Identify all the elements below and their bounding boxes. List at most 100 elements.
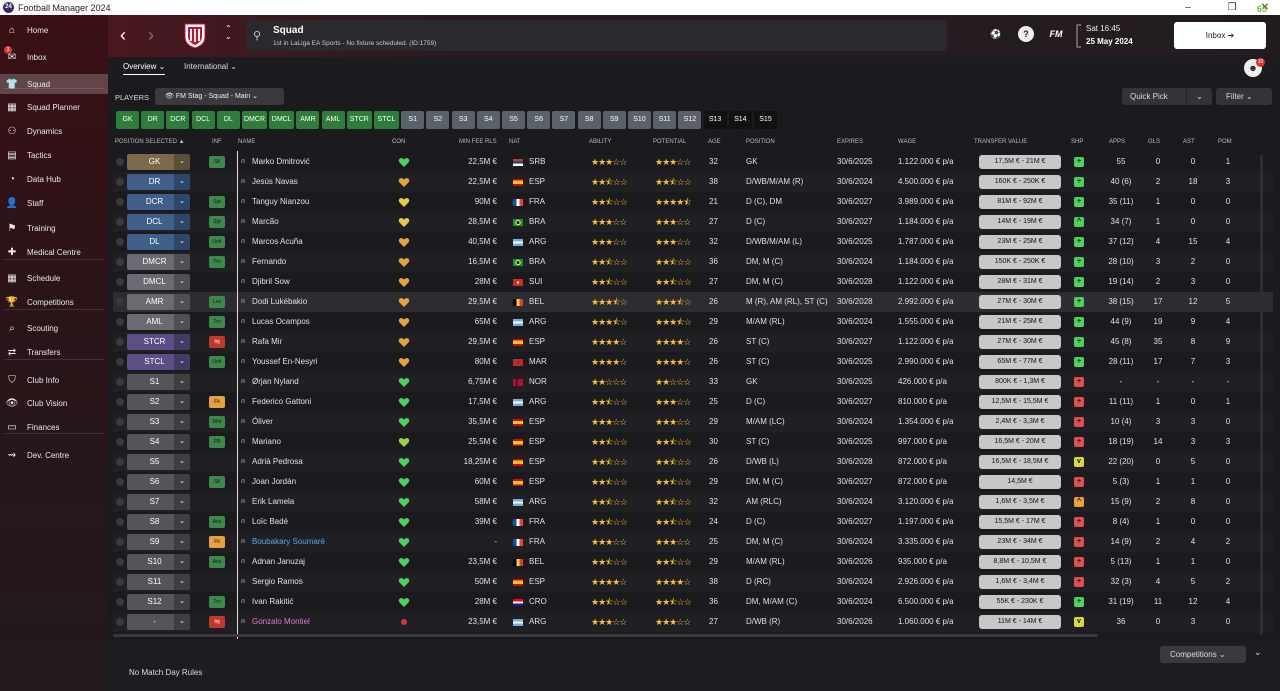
tab-international[interactable]: International ⌄ xyxy=(184,62,237,71)
col-potential[interactable]: POTENTIAL xyxy=(653,139,687,145)
col-position[interactable]: POSITION xyxy=(746,139,775,145)
sidebar-item-squad[interactable]: 👕 Squad xyxy=(0,74,108,94)
position-chip-s8[interactable]: S8 xyxy=(577,111,601,129)
position-selector[interactable]: S1 ⌄ xyxy=(127,374,190,390)
col-apps[interactable]: APPS xyxy=(1109,139,1126,145)
table-row[interactable]: S6 ⌄ Slt ⍝ Joan Jordán 60M € ESP ★★⯪☆☆ ★★⯪☆☆ 29 DM… xyxy=(113,472,1273,492)
position-selector[interactable]: DCR ⌄ xyxy=(127,194,190,210)
quick-pick-button[interactable]: Quick Pick xyxy=(1122,88,1212,105)
table-row[interactable]: STCL ⌄ Unh ⍝ Youssef En-Nesyri 80M € MAR ★★★★☆ ★… xyxy=(113,352,1273,372)
col-name[interactable]: NAME xyxy=(238,139,256,145)
select-row-checkbox[interactable] xyxy=(116,518,124,526)
position-selector[interactable]: S8 ⌄ xyxy=(127,514,190,530)
position-selector[interactable]: S11 ⌄ xyxy=(127,574,190,590)
position-selector[interactable]: S9 ⌄ xyxy=(127,534,190,550)
player-name[interactable]: Marcos Acuña xyxy=(252,237,303,246)
player-name[interactable]: Marcão xyxy=(252,217,279,226)
chevron-down-icon[interactable]: ⌄ xyxy=(174,194,190,210)
player-name[interactable]: Lucas Ocampos xyxy=(252,317,310,326)
col-wage[interactable]: WAGE xyxy=(898,139,917,145)
maximize-button[interactable]: ❐ xyxy=(1227,2,1237,13)
position-chip-dmcr[interactable]: DMCR xyxy=(242,111,267,129)
position-chip-dcr[interactable]: DCR xyxy=(166,111,190,129)
player-name[interactable]: Marko Dmitrović xyxy=(252,157,310,166)
position-chip-s7[interactable]: S7 xyxy=(552,111,576,129)
horizontal-scrollbar[interactable] xyxy=(113,634,1098,637)
chevron-down-icon[interactable]: ⌄ xyxy=(174,294,190,310)
player-name[interactable]: Jesús Navas xyxy=(252,177,298,186)
position-chip-dl[interactable]: DL xyxy=(216,111,240,129)
position-selector[interactable]: AML ⌄ xyxy=(127,314,190,330)
footer-expand-button[interactable]: ⌄ xyxy=(1254,647,1262,657)
position-chip-gk[interactable]: GK xyxy=(116,111,139,129)
position-chip-amr[interactable]: AMR xyxy=(296,111,320,129)
select-row-checkbox[interactable] xyxy=(116,338,124,346)
select-row-checkbox[interactable] xyxy=(116,538,124,546)
chevron-down-icon[interactable]: ⌄ xyxy=(174,254,190,270)
sidebar-item-training[interactable]: ⚑ Training xyxy=(0,218,108,238)
table-row[interactable]: S7 ⌄ ⍝ Erik Lamela 58M € ARG ★★⯪☆☆ ★★⯪☆☆ 32 AM (R… xyxy=(113,492,1273,512)
select-row-checkbox[interactable] xyxy=(116,498,124,506)
sidebar-item-squad-planner[interactable]: ▦ Squad Planner xyxy=(0,97,108,117)
table-row[interactable]: S9 ⌄ Fit ⍝ Boubakary Soumaré - FRA ★★★☆☆ ★★★☆☆ 25… xyxy=(113,532,1273,552)
chevron-down-icon[interactable]: ⌄ xyxy=(174,154,190,170)
player-name[interactable]: Youssef En-Nesyri xyxy=(252,357,318,366)
player-name[interactable]: Djibril Sow xyxy=(252,277,290,286)
position-chip-dr[interactable]: DR xyxy=(141,111,165,129)
player-name[interactable]: Rafa Mir xyxy=(252,337,283,346)
select-row-checkbox[interactable] xyxy=(116,578,124,586)
chevron-down-icon[interactable]: ⌄ xyxy=(174,514,190,530)
sidebar-item-scouting[interactable]: ⌕ Scouting xyxy=(0,318,108,338)
chevron-down-icon[interactable]: ⌄ xyxy=(174,614,190,630)
position-selector[interactable]: DCL ⌄ xyxy=(127,214,190,230)
position-chip-s5[interactable]: S5 xyxy=(502,111,525,129)
player-name[interactable]: Tanguy Nianzou xyxy=(252,197,310,206)
competitions-dropdown[interactable]: Competitions ⌄ xyxy=(1160,646,1246,663)
club-crest-icon[interactable] xyxy=(182,21,208,49)
select-row-checkbox[interactable] xyxy=(116,238,124,246)
position-selector[interactable]: S4 ⌄ xyxy=(127,434,190,450)
player-name[interactable]: Dodi Lukébakio xyxy=(252,297,308,306)
table-row[interactable]: S1 ⌄ ⍝ Ørjan Nyland 6,75M € NOR ★★☆☆☆ ★★☆☆☆ 33 GK… xyxy=(113,372,1273,392)
chevron-down-icon[interactable]: ⌄ xyxy=(174,394,190,410)
position-chip-s1[interactable]: S1 xyxy=(401,111,425,129)
position-selector[interactable]: STCL ⌄ xyxy=(127,354,190,370)
position-selector[interactable]: S5 ⌄ xyxy=(127,454,190,470)
position-selector[interactable]: STCR ⌄ xyxy=(127,334,190,350)
sidebar-item-home[interactable]: ⌂ Home xyxy=(0,20,108,40)
col-con[interactable]: CON xyxy=(392,139,406,145)
sidebar-item-staff[interactable]: 👤 Staff xyxy=(0,193,108,213)
position-selector[interactable]: DL ⌄ xyxy=(127,234,190,250)
chevron-down-icon[interactable]: ⌄ xyxy=(174,454,190,470)
col-min-fee[interactable]: MIN FEE RLS xyxy=(459,139,497,145)
position-selector[interactable]: DR ⌄ xyxy=(127,174,190,190)
position-selector[interactable]: S12 ⌄ xyxy=(127,594,190,610)
sidebar-item-club-info[interactable]: ⛉ Club Info xyxy=(0,370,108,390)
sidebar-item-inbox[interactable]: ✉ Inbox 3 xyxy=(0,46,108,67)
col-gls[interactable]: GLS xyxy=(1148,139,1161,145)
position-selector[interactable]: AMR ⌄ xyxy=(127,294,190,310)
table-row[interactable]: DR ⌄ ⍝ Jesús Navas 22,5M € ESP ★★⯪☆☆ ★★⯪☆☆ 38 D/W… xyxy=(113,172,1273,192)
table-row[interactable]: S4 ⌄ PR ⍝ Mariano 25,5M € ESP ★★⯪☆☆ ★★⯪☆☆ 30 ST (C… xyxy=(113,432,1273,452)
col-age[interactable]: AGE xyxy=(708,139,721,145)
col-shp[interactable]: SHP xyxy=(1071,139,1084,145)
player-name[interactable]: Loïc Badé xyxy=(252,517,289,526)
chevron-down-icon[interactable]: ⌄ xyxy=(174,574,190,590)
position-selector[interactable]: S6 ⌄ xyxy=(127,474,190,490)
position-chip-s13[interactable]: S13 xyxy=(703,111,727,129)
sidebar-item-schedule[interactable]: ▦ Schedule xyxy=(0,268,108,288)
sidebar-item-finances[interactable]: ▭ Finances xyxy=(0,417,108,437)
select-row-checkbox[interactable] xyxy=(116,618,124,626)
player-name[interactable]: Federico Gattoni xyxy=(252,397,312,406)
col-ast[interactable]: AST xyxy=(1183,139,1195,145)
col-transfer-value[interactable]: TRANSFER VALUE xyxy=(974,139,1028,145)
chevron-down-icon[interactable]: ⌄ xyxy=(174,414,190,430)
position-chip-s11[interactable]: S11 xyxy=(653,111,677,129)
position-chip-s9[interactable]: S9 xyxy=(602,111,626,129)
view-selector[interactable]: 👁 FM Stag - Squad - Main ⌄ xyxy=(155,88,284,105)
select-row-checkbox[interactable] xyxy=(116,398,124,406)
select-row-checkbox[interactable] xyxy=(116,598,124,606)
player-name[interactable]: Ivan Rakitić xyxy=(252,597,294,606)
chevron-down-icon[interactable]: ⌄ xyxy=(174,354,190,370)
chevron-down-icon[interactable]: ⌄ xyxy=(174,434,190,450)
